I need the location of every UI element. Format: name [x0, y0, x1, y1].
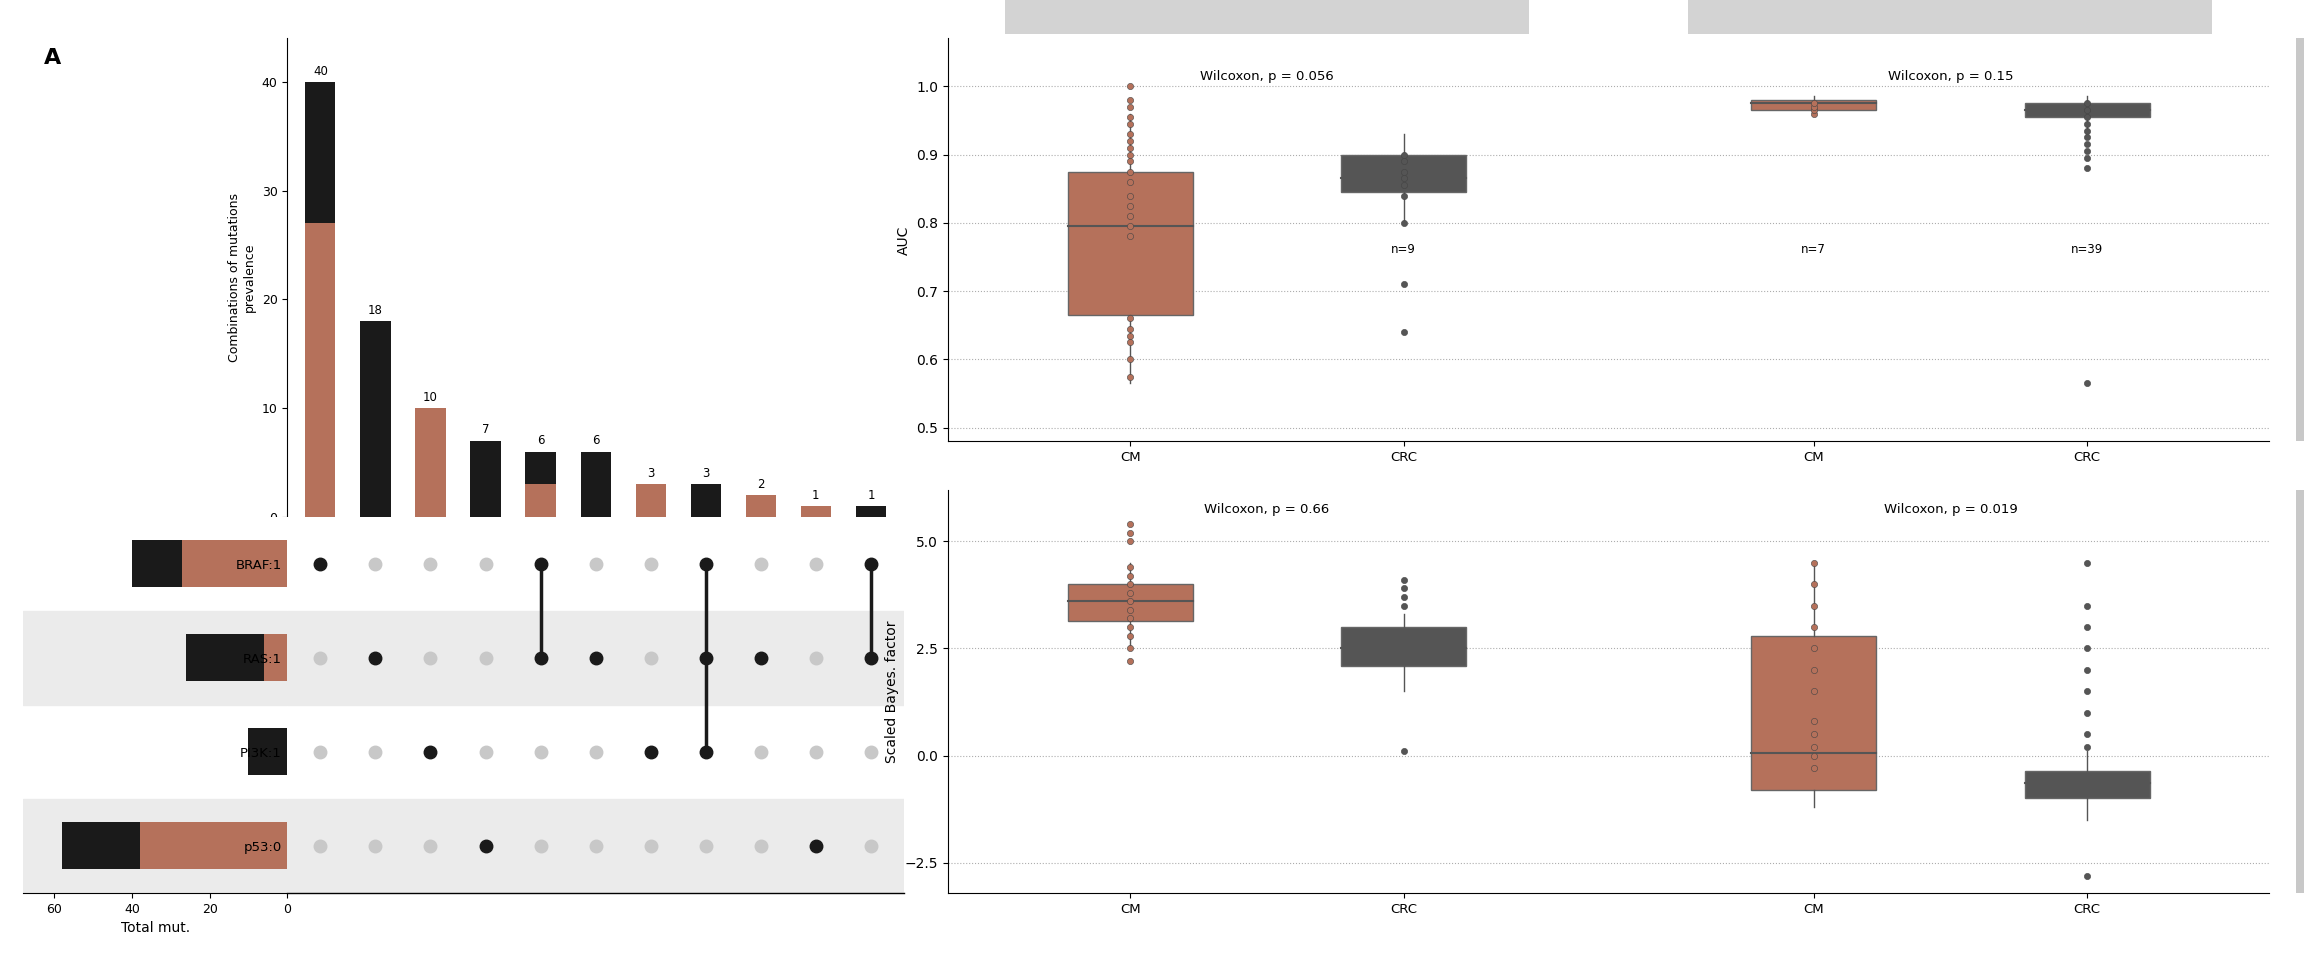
FancyBboxPatch shape	[2295, 38, 2304, 442]
Text: Not mutated: Not mutated	[1910, 8, 1991, 21]
Bar	[581, 451, 611, 516]
Text: 1: 1	[811, 489, 820, 502]
Text: n=9: n=9	[1392, 243, 1417, 256]
Y-axis label: Combinations of mutations
prevalence: Combinations of mutations prevalence	[228, 193, 256, 362]
Bar	[415, 408, 445, 516]
Bar	[691, 484, 721, 516]
Bar	[182, 540, 288, 588]
Bar	[304, 82, 336, 224]
Text: Wilcoxon, p = 0.019: Wilcoxon, p = 0.019	[1885, 502, 2018, 516]
Text: 10: 10	[424, 391, 438, 404]
Bar	[288, 611, 903, 705]
Legend: CM, CRC: CM, CRC	[1537, 956, 1680, 960]
Bar	[1751, 636, 1875, 790]
Text: 3: 3	[703, 467, 710, 480]
FancyBboxPatch shape	[1689, 0, 2212, 35]
Bar	[636, 484, 666, 516]
Bar	[1067, 172, 1193, 315]
Bar	[23, 799, 288, 893]
Text: 2: 2	[758, 478, 765, 491]
Bar	[1341, 155, 1465, 192]
FancyBboxPatch shape	[2295, 490, 2304, 893]
Bar	[855, 506, 887, 516]
Bar	[249, 729, 288, 776]
Bar	[141, 823, 288, 870]
Bar	[525, 451, 555, 484]
Text: Wilcoxon, p = 0.056: Wilcoxon, p = 0.056	[1200, 70, 1334, 83]
Text: 6: 6	[592, 434, 599, 447]
Bar	[304, 224, 336, 516]
X-axis label: Total mut.: Total mut.	[120, 921, 189, 935]
Text: A: A	[44, 48, 62, 68]
Text: BRAF mutated
(gain of function): BRAF mutated (gain of function)	[1212, 0, 1320, 28]
Text: n=27: n=27	[1115, 243, 1147, 256]
Y-axis label: AUC: AUC	[896, 226, 910, 254]
Bar	[359, 322, 392, 516]
Bar	[2025, 771, 2150, 799]
Bar	[1341, 627, 1465, 665]
Bar	[470, 441, 500, 516]
FancyBboxPatch shape	[1005, 0, 1530, 35]
Y-axis label: Scaled Bayes. factor: Scaled Bayes. factor	[885, 620, 899, 762]
Text: 18: 18	[369, 303, 382, 317]
Bar	[1067, 584, 1193, 620]
Bar	[187, 635, 265, 682]
Text: 7: 7	[482, 423, 488, 437]
Bar	[131, 540, 182, 588]
Text: 3: 3	[647, 467, 654, 480]
Bar	[23, 611, 288, 705]
Bar	[746, 495, 776, 516]
Text: 1: 1	[866, 489, 876, 502]
Bar	[1751, 100, 1875, 110]
Bar	[2025, 104, 2150, 117]
Text: 40: 40	[313, 64, 327, 78]
Bar	[288, 799, 903, 893]
Bar	[265, 635, 288, 682]
Bar	[62, 823, 141, 870]
Text: Wilcoxon, p = 0.66: Wilcoxon, p = 0.66	[1205, 502, 1329, 516]
Text: n=39: n=39	[2071, 243, 2104, 256]
Bar	[525, 484, 555, 516]
Text: Wilcoxon, p = 0.15: Wilcoxon, p = 0.15	[1887, 70, 2014, 83]
Bar	[802, 506, 832, 516]
Text: 6: 6	[537, 434, 544, 447]
Text: n=7: n=7	[1802, 243, 1827, 256]
